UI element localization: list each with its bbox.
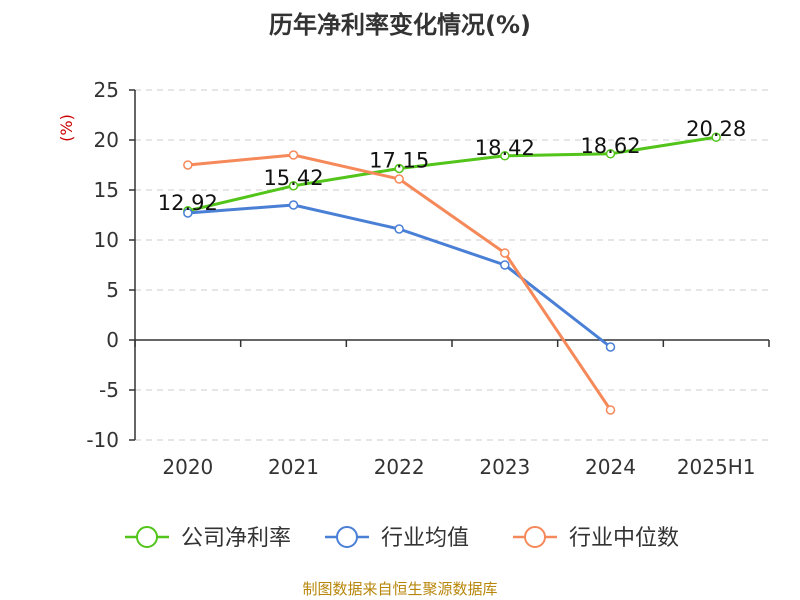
- legend-label: 行业均值: [381, 526, 469, 551]
- y-tick-label: 25: [94, 78, 119, 102]
- data-label: 15.42: [263, 166, 323, 190]
- x-tick-label: 2025H1: [677, 455, 756, 479]
- chart-title: 历年净利率变化情况(%): [269, 11, 531, 39]
- data-label: 20.28: [686, 117, 746, 141]
- legend-marker: [136, 526, 158, 548]
- data-labels: 12.92 15.42 17.15 18.42 18.62 20.28: [158, 117, 746, 215]
- legend-item-2: 行业中位数: [513, 526, 679, 551]
- series-1: [183, 200, 616, 352]
- data-label: 18.62: [580, 134, 640, 158]
- legend-marker: [524, 526, 546, 548]
- legend-label: 公司净利率: [181, 526, 291, 551]
- data-label: 12.92: [158, 191, 218, 215]
- data-point: [288, 150, 299, 160]
- axes: 25 20 15 10 5 0 -5 -10 2020 2021 2022 2023 2024 2025H…: [86, 78, 770, 479]
- legend-item-1: 行业均值: [325, 526, 469, 551]
- y-tick-label: 0: [106, 328, 119, 352]
- series-lines: [183, 132, 721, 415]
- data-point: [500, 151, 510, 161]
- data-point: [394, 224, 404, 234]
- series-line: [187, 135, 717, 213]
- data-point: [288, 181, 299, 191]
- data-point: [605, 342, 616, 352]
- data-point: [288, 200, 299, 210]
- legend-marker: [336, 526, 358, 548]
- grid-lines: [135, 89, 769, 441]
- data-point: [605, 405, 616, 415]
- y-tick-label: 15: [94, 178, 119, 202]
- y-axis-unit-label: (%): [57, 114, 76, 142]
- data-point: [183, 160, 193, 170]
- x-tick-label: 2024: [585, 455, 636, 479]
- y-tick-label: -5: [99, 378, 119, 402]
- y-tick-label: 20: [94, 128, 119, 152]
- data-point: [500, 248, 510, 258]
- y-tick-label: -10: [86, 428, 119, 452]
- data-label: 17.15: [369, 149, 429, 173]
- legend: 公司净利率 行业均值 行业中位数: [125, 526, 679, 551]
- legend-label: 行业中位数: [569, 526, 679, 551]
- y-tick-label: 5: [106, 278, 119, 302]
- series-line: [187, 153, 612, 411]
- data-point: [394, 163, 404, 174]
- source-note: 制图数据来自恒生聚源数据库: [302, 580, 497, 598]
- data-point: [394, 174, 404, 184]
- data-point: [605, 149, 616, 159]
- data-point: [500, 260, 510, 270]
- x-tick-label: 2021: [268, 455, 319, 479]
- legend-item-0: 公司净利率: [125, 526, 291, 551]
- data-point: [183, 208, 193, 218]
- x-tick-label: 2022: [374, 455, 425, 479]
- x-tick-label: 2020: [162, 455, 213, 479]
- x-tick-label: 2023: [479, 455, 530, 479]
- y-tick-label: 10: [94, 228, 119, 252]
- series-2: [183, 150, 616, 415]
- data-point: [711, 132, 721, 142]
- data-label: 18.42: [475, 136, 535, 160]
